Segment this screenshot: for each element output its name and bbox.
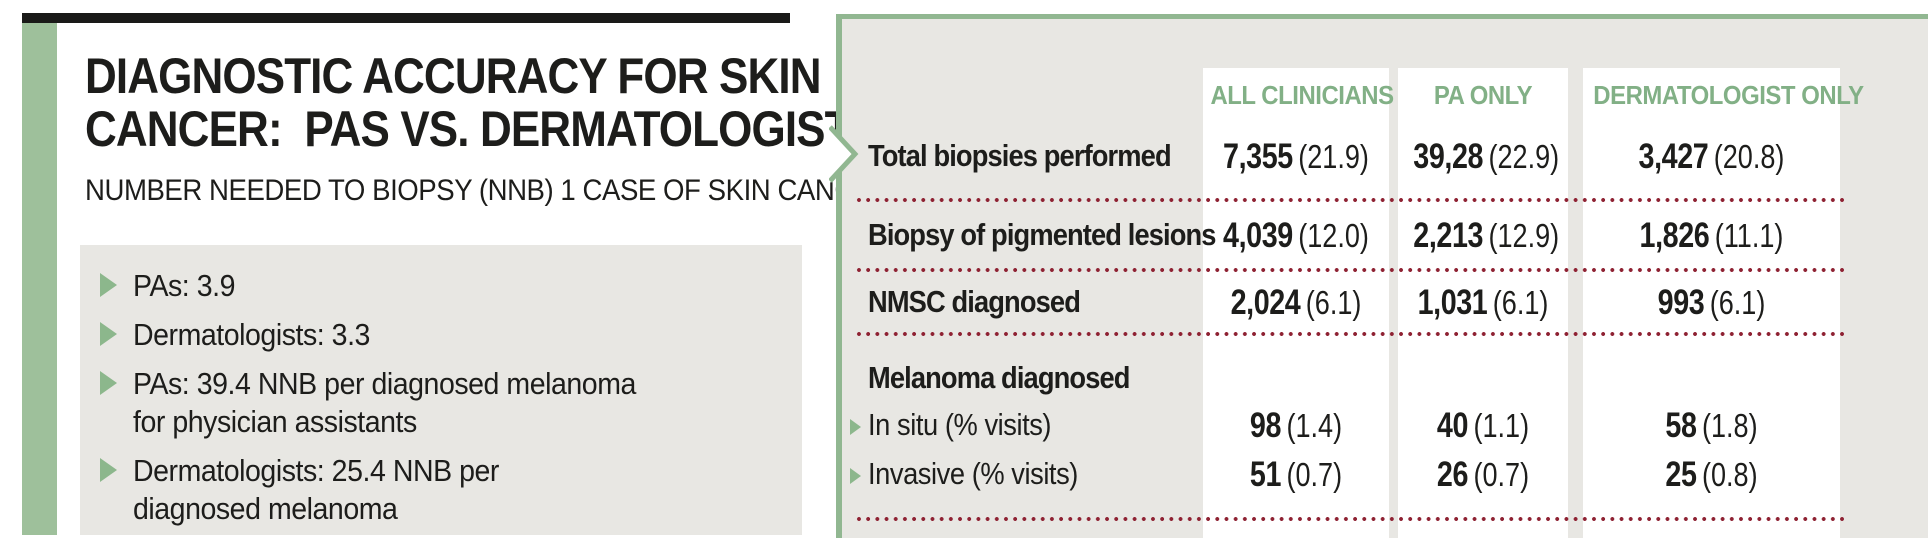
cell-percent: (6.1) [1492, 284, 1549, 321]
table-cell: 1,826 (11.1) [1606, 216, 1817, 256]
left-accent-bar [22, 23, 57, 535]
list-item: PAs: 39.4 NNB per diagnosed melanoma for… [100, 365, 802, 441]
table-cell: 993 (6.1) [1606, 283, 1817, 323]
table-cell: 98 (1.4) [1220, 406, 1373, 446]
triangle-bullet-icon [100, 458, 117, 482]
cell-number: 1,826 [1639, 216, 1710, 255]
column-card-dermatologist-only [1583, 68, 1840, 538]
list-item: PAs: 3.9 [100, 267, 802, 305]
cell-number: 40 [1436, 406, 1469, 445]
cell-number: 98 [1249, 406, 1282, 445]
column-header-pa-only: PA ONLY [1433, 80, 1533, 110]
cell-number: 2,024 [1230, 283, 1301, 322]
cell-number: 26 [1436, 455, 1469, 494]
list-item: Dermatologists: 3.3 [100, 316, 802, 354]
cell-percent: (0.8) [1701, 456, 1758, 493]
page-title: DIAGNOSTIC ACCURACY FOR SKIN CANCER: PAS… [85, 48, 880, 157]
table-cell: 39,28 (22.9) [1413, 137, 1559, 177]
row-separator [856, 197, 1844, 203]
table-cell: 2,024 (6.1) [1220, 283, 1373, 323]
cell-percent: (1.8) [1701, 407, 1758, 444]
table-cell: 2,213 (12.9) [1413, 216, 1559, 256]
column-header-all-clinicians: ALL CLINICIANS [1210, 80, 1394, 110]
cell-percent: (0.7) [1286, 456, 1343, 493]
column-header-dermatologist-only: DERMATOLOGIST ONLY [1593, 80, 1864, 110]
row-label: Melanoma diagnosed [868, 360, 1130, 395]
list-item-text: PAs: 39.4 NNB per diagnosed melanoma for… [133, 366, 636, 439]
top-accent-bar [22, 13, 790, 23]
list-item-text: Dermatologists: 25.4 NNB per diagnosed m… [133, 453, 499, 526]
cell-number: 51 [1249, 455, 1282, 494]
cell-number: 3,427 [1638, 137, 1709, 176]
triangle-bullet-icon [100, 273, 117, 297]
row-separator [856, 516, 1844, 522]
cell-number: 993 [1657, 283, 1705, 322]
table-cell: 1,031 (6.1) [1413, 283, 1552, 323]
cell-percent: (6.1) [1305, 284, 1362, 321]
cell-number: 2,213 [1413, 216, 1484, 255]
list-item-text: PAs: 3.9 [133, 268, 236, 303]
cell-percent: (11.1) [1714, 217, 1784, 254]
cell-number: 4,039 [1223, 216, 1293, 255]
table-cell: 51 (0.7) [1220, 455, 1373, 495]
page-title-line-1: DIAGNOSTIC ACCURACY FOR SKIN [85, 48, 821, 104]
table-cell: 58 (1.8) [1606, 406, 1817, 446]
row-label: Biopsy of pigmented lesions [868, 217, 1216, 252]
table-cell: 26 (0.7) [1413, 455, 1552, 495]
table-cell: 40 (1.1) [1413, 406, 1552, 446]
row-label: NMSC diagnosed [868, 284, 1081, 319]
row-label: Invasive (% visits) [868, 456, 1078, 491]
cell-percent: (12.9) [1488, 217, 1560, 254]
row-label: In situ (% visits) [868, 407, 1052, 442]
cell-number: 7,355 [1223, 137, 1293, 176]
row-label: Total biopsies performed [868, 138, 1172, 173]
page-subtitle: NUMBER NEEDED TO BIOPSY (NNB) 1 CASE OF … [85, 174, 899, 207]
cell-percent: (20.8) [1713, 138, 1785, 175]
triangle-bullet-icon [100, 371, 117, 395]
cell-percent: (1.1) [1473, 407, 1530, 444]
cell-percent: (21.9) [1298, 138, 1369, 175]
cell-number: 58 [1665, 406, 1697, 445]
list-item: Dermatologists: 25.4 NNB per diagnosed m… [100, 452, 802, 528]
table-cell: 3,427 (20.8) [1606, 137, 1817, 177]
triangle-bullet-icon [850, 419, 861, 435]
cell-number: 1,031 [1417, 283, 1488, 322]
row-separator [856, 331, 1844, 337]
page-title-line-2: CANCER: PAS VS. DERMATOLOGISTS [85, 101, 880, 157]
table-cell: 7,355 (21.9) [1220, 137, 1373, 177]
table-cell: 25 (0.8) [1606, 455, 1817, 495]
cell-percent: (22.9) [1488, 138, 1560, 175]
row-separator [856, 267, 1844, 273]
cell-percent: (12.0) [1298, 217, 1369, 254]
triangle-bullet-icon [100, 322, 117, 346]
callout-notch-icon [829, 124, 859, 184]
cell-number: 25 [1665, 455, 1697, 494]
triangle-bullet-icon [850, 468, 861, 484]
cell-number: 39,28 [1413, 137, 1484, 176]
cell-percent: (6.1) [1709, 284, 1766, 321]
column-card-all-clinicians [1203, 68, 1389, 538]
nnb-summary-box: PAs: 3.9 Dermatologists: 3.3 PAs: 39.4 N… [80, 245, 802, 535]
column-card-pa-only [1398, 68, 1568, 538]
list-item-text: Dermatologists: 3.3 [133, 317, 370, 352]
cell-percent: (1.4) [1286, 407, 1343, 444]
table-cell: 4,039 (12.0) [1220, 216, 1373, 256]
cell-percent: (0.7) [1473, 456, 1530, 493]
